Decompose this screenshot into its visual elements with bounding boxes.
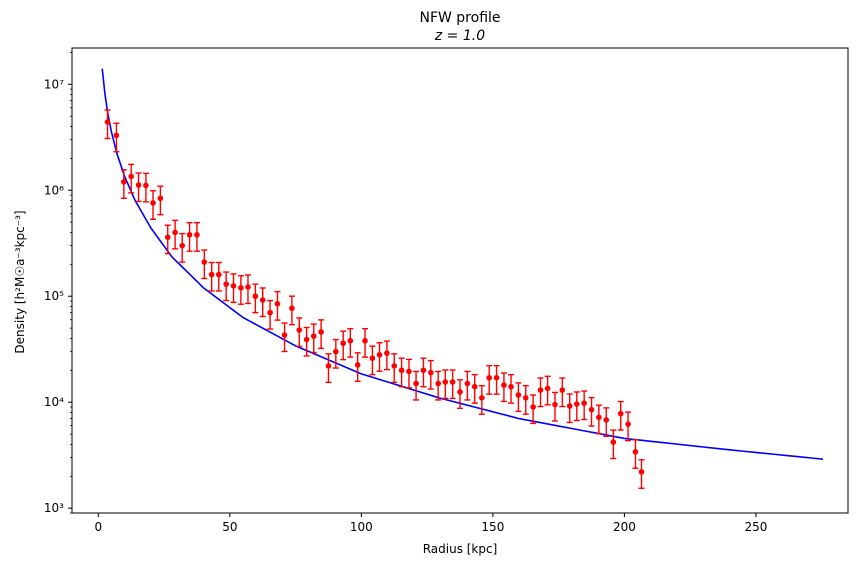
data-point (104, 119, 111, 125)
data-point (515, 392, 522, 398)
chart-title: NFW profile (419, 10, 500, 26)
data-point (522, 394, 529, 401)
y-tick-label: 10⁷ (44, 77, 64, 91)
data-point (252, 293, 259, 300)
data-point (610, 439, 617, 445)
data-point (449, 379, 456, 385)
data-point (398, 367, 405, 374)
data-point (245, 284, 251, 290)
data-point (362, 337, 368, 344)
x-tick-label: 200 (613, 520, 636, 534)
data-point (420, 367, 427, 374)
data-point (638, 469, 645, 475)
data-point (186, 231, 193, 238)
data-point (179, 242, 186, 249)
data-point (208, 271, 215, 278)
data-point (143, 182, 149, 189)
data-point (471, 383, 478, 390)
nfw-fit-line (101, 68, 824, 460)
data-point (406, 368, 412, 375)
data-point (238, 285, 244, 291)
data-point (121, 179, 127, 185)
data-point (435, 380, 441, 387)
data-point (493, 374, 500, 381)
y-tick-label: 10⁵ (44, 289, 64, 303)
y-tick-label: 10³ (44, 501, 64, 515)
data-point (303, 336, 310, 343)
data-point (603, 417, 610, 423)
data-point (135, 182, 142, 188)
data-point (230, 283, 237, 289)
data-point (318, 329, 324, 335)
data-point (333, 348, 339, 355)
data-point (164, 234, 171, 241)
data-point (566, 403, 573, 409)
data-point (150, 200, 156, 206)
chart-subtitle: z = 1.0 (434, 28, 485, 44)
data-point (376, 352, 383, 358)
data-point (259, 297, 266, 303)
data-point (508, 383, 514, 390)
data-point (310, 333, 317, 339)
data-point (215, 271, 222, 278)
data-point (296, 327, 303, 333)
data-point (340, 340, 347, 347)
x-axis-label: Radius [kpc] (423, 542, 498, 556)
data-point (428, 369, 434, 376)
x-tick-label: 50 (222, 520, 237, 534)
data-point (552, 401, 558, 408)
data-point (530, 404, 536, 410)
data-point (289, 305, 295, 312)
data-point (128, 173, 134, 180)
axes-frame (71, 47, 849, 514)
data-point (201, 259, 208, 265)
data-point (267, 309, 273, 316)
data-point (223, 281, 229, 287)
data-point (544, 385, 551, 392)
data-point (113, 132, 120, 139)
data-point (596, 414, 602, 421)
data-point (464, 380, 471, 387)
data-point (172, 229, 178, 236)
data-point (573, 401, 580, 407)
data-point (486, 374, 492, 381)
data-point (354, 362, 361, 368)
x-tick-label: 100 (350, 520, 373, 534)
data-point (347, 337, 354, 344)
data-point (157, 195, 164, 202)
x-tick-label: 150 (481, 520, 504, 534)
x-tick-label: 0 (94, 520, 102, 534)
data-point (274, 300, 281, 307)
data-point (617, 410, 624, 417)
data-point (457, 389, 463, 395)
data-point (581, 400, 587, 406)
data-point (369, 355, 376, 362)
x-tick-label: 250 (744, 520, 767, 534)
data-point (325, 363, 332, 369)
data-point (588, 406, 595, 413)
data-point (479, 394, 485, 401)
y-tick-label: 10⁶ (44, 183, 64, 197)
data-point (413, 380, 419, 387)
plot-area (101, 68, 824, 489)
y-axis-label: Density [h²M☉a⁻³kpc⁻³] (13, 210, 27, 353)
data-point (384, 350, 390, 356)
data-point (391, 363, 398, 369)
data-point (501, 382, 507, 388)
data-point (281, 332, 288, 338)
data-point (559, 387, 566, 393)
y-tick-label: 10⁴ (44, 395, 64, 409)
data-point (632, 449, 639, 455)
axis-ticks: 0 50 100 150 200 250 10³ 10⁴ 10⁵ 10⁶ 10⁷ (44, 51, 767, 534)
data-point (625, 421, 631, 427)
data-point (194, 231, 200, 238)
data-point (537, 387, 544, 393)
data-point (442, 379, 449, 385)
